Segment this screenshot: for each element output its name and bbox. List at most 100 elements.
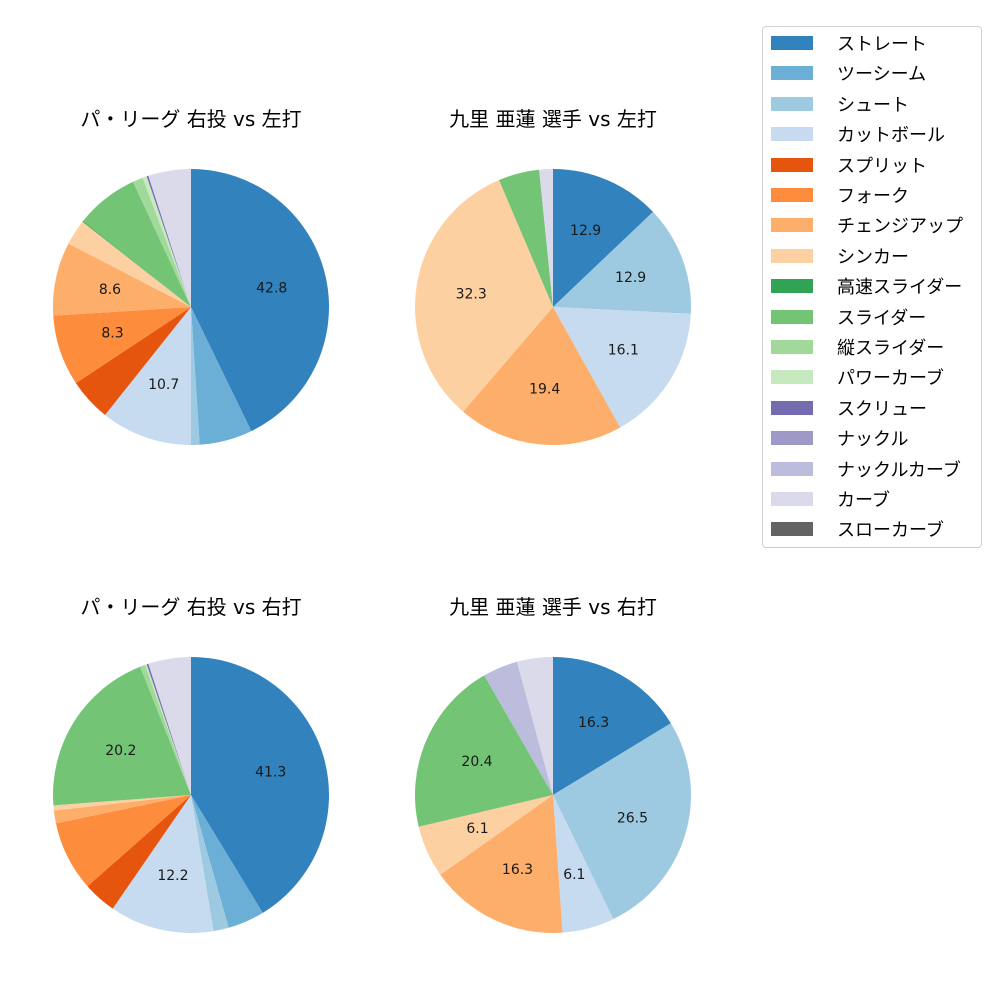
- pie-slice: [83, 181, 191, 307]
- pie-slice: [105, 307, 191, 445]
- legend-item: スライダー: [771, 305, 926, 329]
- legend-label: 縦スライダー: [837, 338, 945, 359]
- legend-item: シュート: [771, 92, 909, 116]
- pie-slice: [191, 169, 329, 432]
- pie-slice: [517, 657, 553, 795]
- legend-swatch: [771, 218, 813, 233]
- legend-swatch: [771, 309, 813, 324]
- pie-slice: [539, 169, 553, 307]
- pie-slice: [140, 664, 191, 795]
- legend-label: ナックルカーブ: [837, 459, 961, 481]
- legend-label: ナックル: [837, 429, 909, 451]
- pie-slice: [68, 221, 191, 307]
- chart-title-kuri-vs-right: 九里 亜蓮 選手 vs 右打: [449, 595, 657, 619]
- pie-slice: [112, 795, 214, 933]
- slice-value-label: 8.3: [101, 325, 123, 341]
- slice-value-label: 16.3: [578, 715, 609, 731]
- pie-slice: [191, 795, 229, 932]
- legend-item: シンカー: [771, 244, 909, 268]
- legend-item: スクリュー: [771, 396, 927, 420]
- legend-item: チェンジアップ: [771, 213, 963, 237]
- slice-value-label: 6.1: [563, 867, 585, 883]
- pie-slice: [553, 307, 691, 428]
- pie-slice: [553, 169, 654, 307]
- pie-slice: [418, 795, 553, 875]
- slice-value-label: 10.7: [148, 377, 179, 393]
- slice-value-label: 20.4: [461, 754, 492, 770]
- legend-item: パワーカーブ: [771, 365, 944, 389]
- slice-value-label: 12.9: [615, 270, 646, 286]
- pie-slice: [148, 657, 191, 795]
- pie-slice: [498, 169, 553, 307]
- pie-slice: [53, 243, 191, 316]
- pie-slice: [55, 795, 191, 887]
- pie-slice: [146, 175, 191, 307]
- pie-slice: [191, 307, 200, 445]
- slice-value-label: 42.8: [256, 280, 287, 296]
- legend-label: シュート: [837, 94, 909, 116]
- pie-slice: [553, 795, 614, 933]
- pie-slice: [553, 657, 671, 795]
- legend-label: スローカーブ: [837, 520, 944, 542]
- pie-slice: [415, 675, 553, 827]
- pie-slice: [191, 657, 330, 913]
- slice-value-label: 41.3: [255, 765, 286, 781]
- pie-slice: [553, 723, 691, 920]
- chart-title-pl-vs-right: パ・リーグ 右投 vs 右打: [80, 595, 302, 619]
- pie-slice: [145, 664, 191, 795]
- pie-slice: [142, 176, 191, 307]
- slice-value-label: 16.3: [502, 862, 533, 878]
- legend-label: パワーカーブ: [837, 368, 944, 390]
- legend-label: カットボール: [837, 125, 945, 147]
- pie-slice: [191, 795, 263, 928]
- chart-title-kuri-vs-left: 九里 亜蓮 選手 vs 左打: [449, 107, 657, 131]
- legend-swatch: [771, 340, 813, 354]
- legend-swatch: [771, 36, 813, 50]
- legend-item: ナックル: [771, 426, 908, 450]
- pie-slice: [191, 307, 252, 445]
- legend-item: 高速スライダー: [771, 274, 962, 298]
- pie-slice: [146, 663, 191, 795]
- legend-swatch: [771, 522, 813, 537]
- legend-item: カーブ: [771, 487, 890, 511]
- slice-value-label: 20.2: [105, 743, 136, 759]
- legend-swatch: [771, 279, 813, 294]
- pie-slice: [82, 221, 191, 307]
- legend-item: 縦スライダー: [771, 335, 944, 359]
- pie-slice: [440, 795, 563, 933]
- legend-item: ストレート: [771, 31, 927, 55]
- legend-item: カットボール: [771, 122, 945, 146]
- pie-slice: [87, 795, 191, 909]
- slice-value-label: 16.1: [608, 343, 639, 359]
- legend-swatch: [771, 66, 813, 81]
- chart-title-pl-vs-left: パ・リーグ 右投 vs 左打: [80, 107, 302, 131]
- pie-slice: [52, 666, 191, 806]
- legend-label: シンカー: [837, 246, 909, 268]
- slice-value-label: 19.4: [529, 381, 560, 397]
- legend-swatch: [771, 248, 813, 263]
- legend-label: チェンジアップ: [837, 216, 963, 238]
- slice-value-label: 12.2: [157, 868, 188, 884]
- legend-label: フォーク: [837, 186, 909, 207]
- legend-swatch: [771, 188, 813, 202]
- legend-swatch: [771, 127, 813, 142]
- legend-item: ツーシーム: [771, 61, 926, 85]
- legend-swatch: [771, 431, 813, 446]
- legend-item: ナックルカーブ: [771, 457, 961, 481]
- pie-slice: [53, 795, 191, 824]
- legend-swatch: [771, 492, 813, 506]
- legend-swatch: [771, 157, 813, 172]
- legend-label: スライダー: [837, 307, 927, 329]
- pie-slice: [553, 211, 691, 314]
- legend-swatch: [771, 96, 813, 111]
- legend-swatch: [771, 400, 813, 415]
- legend-item: フォーク: [771, 183, 909, 207]
- pie-slice: [133, 177, 191, 307]
- pie-slice: [463, 307, 621, 445]
- slice-value-label: 8.6: [99, 282, 121, 298]
- pie-slice: [484, 661, 553, 795]
- slice-value-label: 6.1: [466, 821, 488, 837]
